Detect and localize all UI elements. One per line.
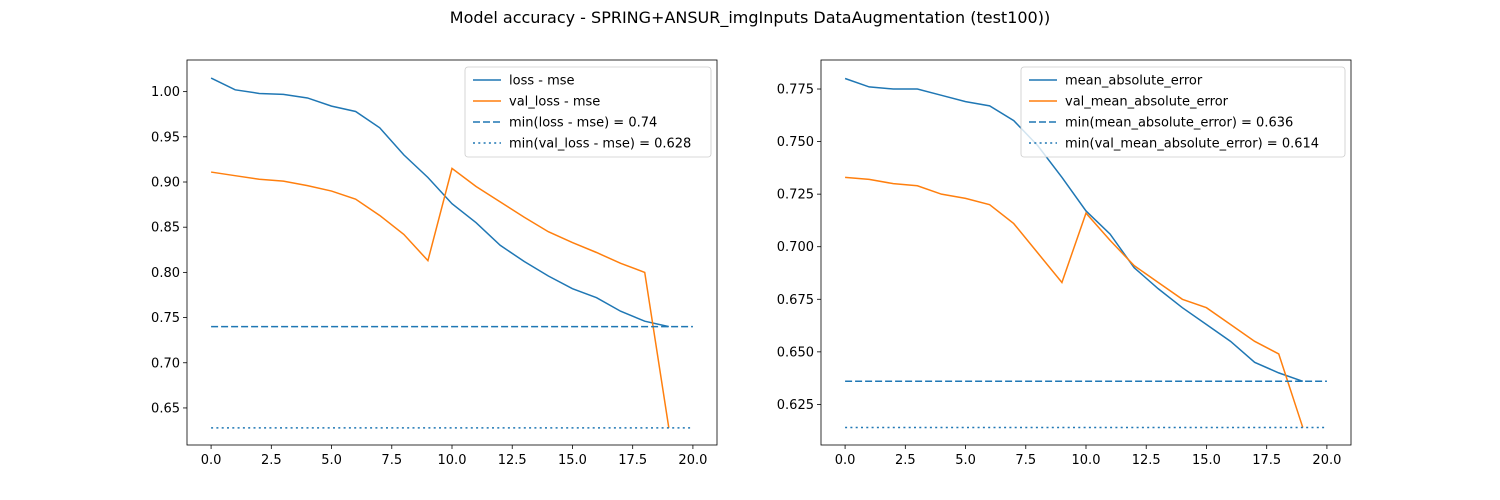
series-line-2 (845, 176, 1304, 428)
x-tick-label: 17.5 (618, 453, 647, 468)
y-tick-label: 0.75 (151, 311, 180, 326)
x-tick-label: 5.0 (955, 453, 976, 468)
y-tick-label: 0.700 (777, 240, 814, 255)
legend-label: min(val_loss - mse) = 0.628 (509, 137, 691, 152)
series-line-1 (210, 77, 669, 328)
legend-label: val_loss - mse (509, 95, 600, 110)
x-tick-label: 12.5 (1132, 453, 1161, 468)
y-tick-label: 0.650 (777, 345, 814, 360)
x-tick-label: 10.0 (1072, 453, 1101, 468)
x-tick-label: 5.0 (321, 453, 342, 468)
y-tick-label: 0.95 (151, 130, 180, 145)
legend-label: min(val_mean_absolute_error) = 0.614 (1065, 137, 1319, 152)
legend: loss - mse val_loss - mse min(loss - mse) … (464, 66, 712, 158)
subplot-1: 0.0 2.5 5.0 7.5 10.0 12.5 15.0 17.5 20.0 0.65 0.70… (151, 59, 718, 468)
x-tick-label: 20.0 (678, 453, 707, 468)
series-line-1 (844, 77, 1304, 382)
subplot-2: 0.0 2.5 5.0 7.5 10.0 12.5 15.0 17.5 20.0 0.625 0.6… (777, 59, 1352, 468)
legend: mean_absolute_error val_mean_absolute_err… (1020, 66, 1346, 158)
x-tick-label: 7.5 (381, 453, 402, 468)
x-tick-label: 15.0 (558, 453, 587, 468)
y-tick-label: 0.70 (151, 356, 180, 371)
x-tick-label: 0.0 (201, 453, 222, 468)
x-tick-label: 2.5 (895, 453, 916, 468)
y-tick-label: 0.775 (777, 83, 814, 98)
legend-box (1020, 66, 1346, 158)
x-tick-label: 10.0 (438, 453, 467, 468)
legend-label: min(mean_absolute_error) = 0.636 (1065, 116, 1293, 131)
y-tick-label: 0.85 (151, 221, 180, 236)
x-tick-label: 2.5 (261, 453, 282, 468)
y-tick-label: 1.00 (151, 85, 180, 100)
x-tick-label: 12.5 (498, 453, 527, 468)
legend-label: loss - mse (509, 74, 575, 89)
x-tick-label: 17.5 (1252, 453, 1281, 468)
legend-box (464, 66, 712, 158)
y-tick-label: 0.80 (151, 266, 180, 281)
x-tick-label: 0.0 (835, 453, 856, 468)
series-line-2 (210, 167, 670, 428)
y-tick-label: 0.675 (777, 293, 814, 308)
y-tick-label: 0.90 (151, 176, 180, 191)
x-tick-label: 7.5 (1015, 453, 1036, 468)
y-tick-label: 0.725 (777, 188, 814, 203)
x-tick-label: 15.0 (1192, 453, 1221, 468)
y-tick-label: 0.750 (777, 135, 814, 150)
y-tick-label: 0.625 (777, 398, 814, 413)
x-tick-label: 20.0 (1312, 453, 1341, 468)
legend-label: val_mean_absolute_error (1065, 95, 1229, 110)
legend-label: min(loss - mse) = 0.74 (509, 116, 657, 131)
legend-label: mean_absolute_error (1065, 74, 1203, 89)
figure-title: Model accuracy - SPRING+ANSUR_imgInputs … (450, 8, 1050, 28)
y-tick-label: 0.65 (151, 401, 180, 416)
